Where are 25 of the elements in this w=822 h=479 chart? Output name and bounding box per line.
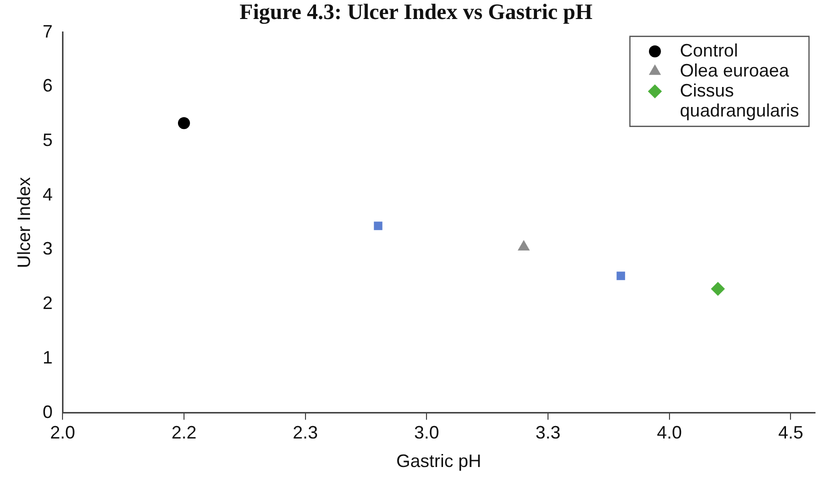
y-axis-title: Ulcer Index [14,177,34,268]
y-tick-label: 5 [42,130,53,150]
legend-label: Control [680,40,738,60]
y-tick-label: 4 [42,184,53,204]
x-tick-label: 2.3 [292,422,318,443]
x-axis-title: Gastric pH [396,451,482,472]
y-tick-label: 6 [42,76,53,96]
x-tick-label: 2.0 [50,422,76,443]
x-tick-label: 4.5 [778,422,804,443]
x-tick-label: 4.0 [656,422,682,443]
y-tick-label: 3 [42,238,53,259]
point [374,222,382,230]
y-tick-label: 7 [42,21,53,42]
x-tick-label: 3.0 [414,422,440,443]
x-tick-label: 3.3 [536,422,561,443]
point [710,282,725,296]
legend-label: Olea euroaea [680,60,790,80]
y-tick-label: 1 [42,347,53,368]
point [178,117,190,130]
chart-title: Figure 4.3: Ulcer Index vs Gastric pH [240,0,592,24]
y-tick-label: 0 [42,402,53,422]
legend-label: Cissus quadrangularis [680,80,800,120]
x-tick-label: 2.2 [171,422,196,443]
point [616,272,626,280]
y-tick-label: 2 [42,293,53,314]
